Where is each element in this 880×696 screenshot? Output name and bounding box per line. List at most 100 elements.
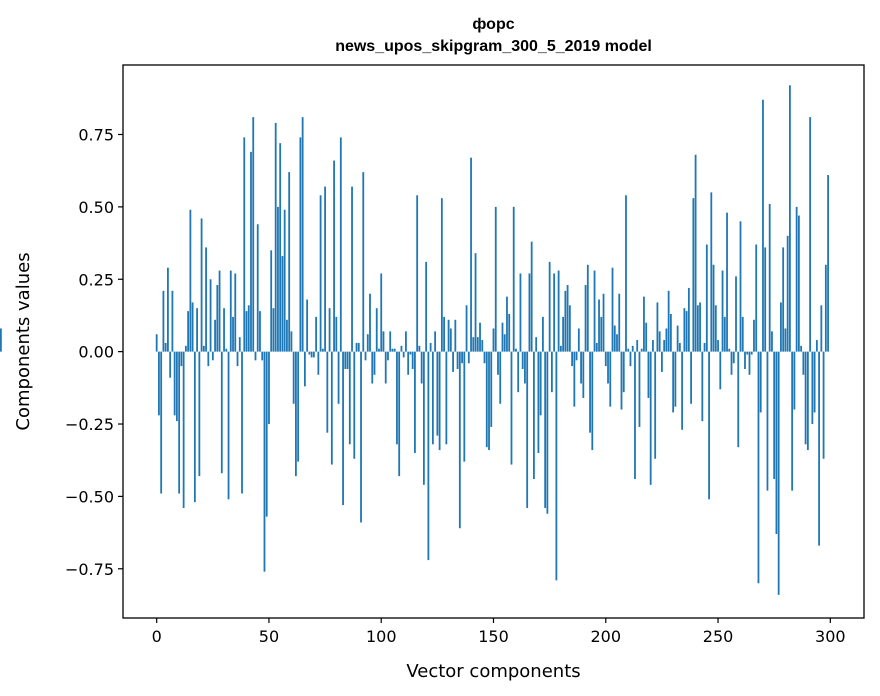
bar bbox=[533, 351, 535, 480]
bar bbox=[443, 316, 445, 352]
bar bbox=[250, 151, 252, 352]
bar bbox=[196, 308, 198, 352]
bar bbox=[445, 351, 448, 445]
bar bbox=[517, 351, 520, 393]
bar bbox=[209, 279, 212, 352]
bar bbox=[227, 351, 230, 500]
bar bbox=[431, 351, 434, 445]
bar bbox=[571, 351, 573, 367]
bar bbox=[822, 351, 825, 459]
bar bbox=[692, 198, 695, 352]
bar bbox=[409, 351, 412, 355]
bar bbox=[627, 348, 630, 352]
bar bbox=[407, 351, 410, 375]
bar bbox=[272, 308, 275, 352]
bar bbox=[566, 285, 569, 352]
bar bbox=[353, 351, 356, 459]
bar bbox=[456, 351, 459, 369]
bar bbox=[458, 351, 461, 529]
bar bbox=[398, 351, 401, 477]
bar bbox=[364, 351, 367, 361]
bar bbox=[416, 195, 419, 352]
bar bbox=[292, 351, 295, 404]
bar bbox=[744, 351, 746, 369]
bar bbox=[732, 351, 735, 364]
bar bbox=[254, 351, 257, 361]
bar bbox=[678, 342, 681, 352]
bar bbox=[791, 351, 794, 491]
bar bbox=[348, 351, 351, 445]
bar bbox=[400, 345, 403, 352]
bar bbox=[344, 351, 347, 369]
x-tick-label: 100 bbox=[366, 627, 397, 646]
bar bbox=[575, 351, 578, 361]
bar bbox=[546, 351, 549, 514]
bar bbox=[440, 198, 443, 352]
bar bbox=[229, 270, 232, 352]
bar bbox=[730, 351, 733, 375]
bar bbox=[827, 175, 829, 352]
bar bbox=[613, 325, 616, 352]
bar bbox=[806, 351, 809, 451]
bar bbox=[346, 351, 349, 369]
bar bbox=[573, 351, 576, 407]
bar bbox=[355, 342, 358, 352]
bar bbox=[548, 261, 551, 352]
x-tick-label: 0 bbox=[152, 627, 162, 646]
bar bbox=[620, 351, 623, 410]
bar bbox=[301, 117, 304, 352]
bar bbox=[652, 340, 654, 352]
chart-title: форс bbox=[472, 16, 514, 33]
bar bbox=[371, 351, 374, 384]
bar bbox=[526, 351, 529, 508]
bar bbox=[622, 351, 625, 393]
bar bbox=[777, 351, 780, 595]
bar bbox=[317, 351, 320, 375]
bar bbox=[804, 351, 807, 445]
bar bbox=[753, 319, 755, 352]
bar bbox=[580, 351, 582, 384]
bar bbox=[268, 351, 270, 425]
bar bbox=[701, 351, 704, 422]
bar bbox=[279, 143, 282, 352]
bar bbox=[362, 172, 365, 352]
bar bbox=[241, 351, 243, 494]
bar bbox=[256, 224, 259, 352]
bar bbox=[602, 293, 605, 352]
y-tick-label: −0.25 bbox=[65, 415, 114, 434]
bar bbox=[476, 337, 479, 352]
bar bbox=[528, 273, 531, 352]
bar bbox=[200, 218, 203, 352]
bar bbox=[425, 261, 428, 352]
bar bbox=[712, 264, 715, 352]
bar bbox=[202, 345, 205, 352]
bar bbox=[503, 334, 506, 352]
bar bbox=[629, 351, 632, 367]
bar bbox=[270, 250, 273, 352]
bar bbox=[306, 299, 309, 352]
bar bbox=[220, 351, 223, 474]
bar bbox=[189, 209, 192, 352]
bar bbox=[461, 351, 463, 364]
bar bbox=[389, 331, 392, 352]
bar bbox=[636, 340, 639, 352]
bar bbox=[634, 351, 636, 480]
bar bbox=[809, 117, 812, 352]
bar bbox=[339, 137, 342, 352]
bar bbox=[449, 328, 452, 352]
bar bbox=[762, 99, 764, 352]
bar bbox=[714, 305, 717, 352]
bar bbox=[162, 290, 165, 352]
bar bbox=[337, 351, 340, 404]
bar bbox=[542, 316, 544, 352]
bar bbox=[288, 172, 291, 352]
bar bbox=[705, 244, 708, 352]
bar bbox=[654, 351, 657, 459]
bar bbox=[263, 351, 266, 572]
bar bbox=[616, 334, 618, 352]
bar bbox=[391, 348, 394, 352]
bar bbox=[539, 351, 542, 416]
x-tick-label: 150 bbox=[478, 627, 509, 646]
bar bbox=[265, 351, 268, 517]
bar bbox=[643, 296, 645, 352]
